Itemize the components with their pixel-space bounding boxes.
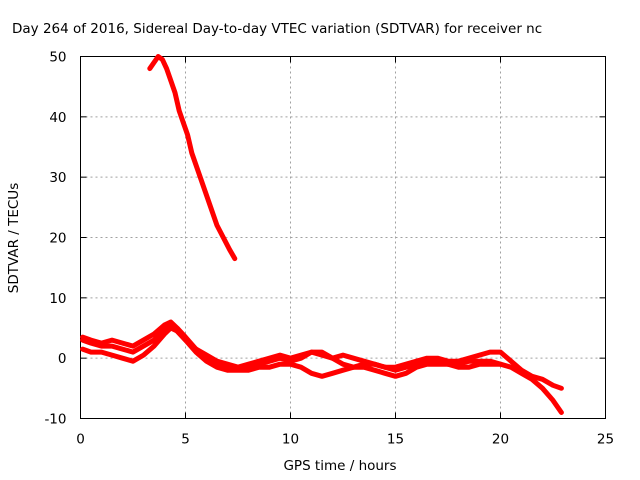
x-tick-label: 20 bbox=[492, 432, 509, 448]
y-axis-label: SDTVAR / TECUs bbox=[6, 183, 22, 293]
x-tick-label: 25 bbox=[597, 432, 614, 448]
y-tick-label: -10 bbox=[44, 412, 66, 428]
y-tick-label: 50 bbox=[49, 50, 66, 66]
y-tick-label: 40 bbox=[49, 110, 66, 126]
y-tick-label: 20 bbox=[49, 231, 66, 247]
y-tick-label: 0 bbox=[58, 351, 67, 367]
series-group bbox=[80, 54, 564, 415]
series-line-pass-high bbox=[147, 54, 238, 262]
y-tick-label: 10 bbox=[49, 291, 66, 307]
plot-frame bbox=[80, 56, 606, 419]
x-tick-label: 5 bbox=[181, 432, 190, 448]
chart-title: Day 264 of 2016, Sidereal Day-to-day VTE… bbox=[12, 21, 542, 37]
x-tick-label: 0 bbox=[76, 432, 85, 448]
x-tick-label: 15 bbox=[387, 432, 404, 448]
series-line-pass-c bbox=[80, 325, 503, 379]
series-line-pass-b bbox=[80, 322, 564, 415]
y-tick-label: 30 bbox=[49, 170, 66, 186]
x-tick-label: 10 bbox=[282, 432, 299, 448]
ticks: 0 5 10 15 20 25 -10 0 10 20 30 40 50 bbox=[44, 50, 614, 448]
x-axis-label: GPS time / hours bbox=[283, 458, 396, 474]
